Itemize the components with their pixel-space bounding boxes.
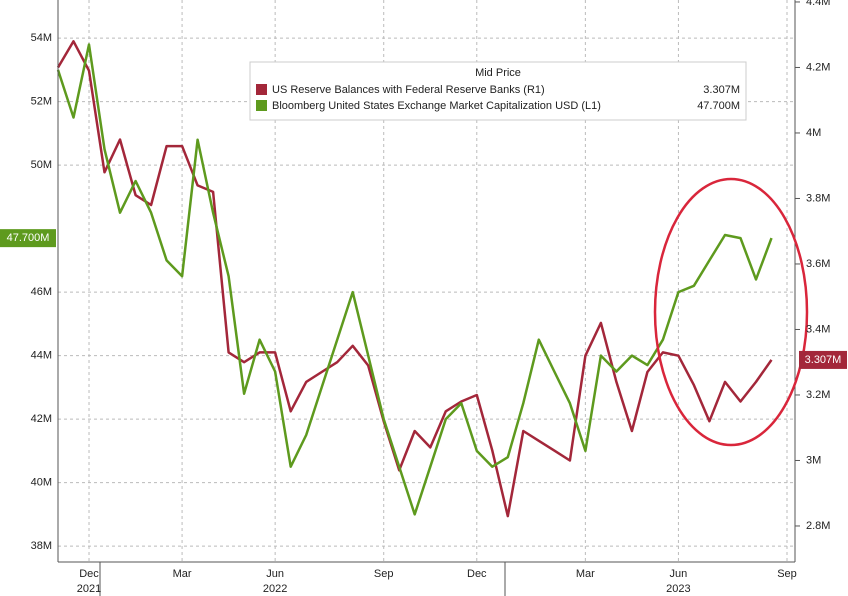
x-tick-label: Mar (173, 568, 192, 580)
legend-swatch (256, 84, 267, 95)
x-tick-label: Dec (467, 568, 487, 580)
x-tick-label: Jun (670, 568, 688, 580)
x-tick-label: Sep (374, 568, 394, 580)
x-tick-label: Mar (576, 568, 595, 580)
axis-tag (799, 350, 847, 369)
legend-swatch (256, 100, 267, 111)
x-year-label: 2022 (263, 583, 287, 595)
y2-tick-label: 4.4M (806, 0, 830, 8)
x-tick-label: Dec (79, 568, 99, 580)
y2-tick-label: 2.8M (806, 520, 830, 532)
legend: Mid Price US Reserve Balances with Feder… (249, 61, 747, 121)
y-tick-label: 52M (31, 96, 52, 108)
series-line (56, 43, 773, 516)
axis-tag-label: 3.307M (805, 354, 842, 366)
y-tick-label: 38M (31, 540, 52, 552)
y-tick-label: 42M (31, 413, 52, 425)
legend-label: US Reserve Balances with Federal Reserve… (272, 84, 545, 96)
y-tick-label: 50M (31, 159, 52, 171)
x-tick-label: Sep (777, 568, 797, 580)
lines (56, 40, 773, 518)
legend-title: Mid Price (475, 67, 521, 79)
axis-tag (0, 229, 56, 248)
highlight-ellipse (653, 177, 809, 447)
series-line (56, 40, 773, 518)
y-tick-label: 40M (31, 477, 52, 489)
legend-box (249, 61, 747, 121)
legend-label: Bloomberg United States Exchange Market … (272, 100, 601, 112)
x-tick-label: Jun (266, 568, 284, 580)
legend-value: 47.700M (697, 100, 740, 112)
y2-tick-label: 3M (806, 454, 821, 466)
y2-tick-label: 4.2M (806, 61, 830, 73)
y2-tick-label: 3.4M (806, 323, 830, 335)
y2-tick-label: 3.2M (806, 389, 830, 401)
x-year-label: 2021 (77, 583, 101, 595)
y-tick-label: 46M (31, 286, 52, 298)
y-tick-label: 54M (31, 32, 52, 44)
y2-tick-label: 3.6M (806, 258, 830, 270)
x-year-label: 2023 (666, 583, 690, 595)
axis-tags: 3.307M 47.700M (0, 229, 847, 369)
grid (58, 0, 795, 562)
y2-tick-label: 4M (806, 127, 821, 139)
y2-tick-label: 3.8M (806, 192, 830, 204)
axis-tag-label: 47.700M (7, 232, 50, 244)
legend-value: 3.307M (703, 84, 740, 96)
y-tick-label: 44M (31, 350, 52, 362)
